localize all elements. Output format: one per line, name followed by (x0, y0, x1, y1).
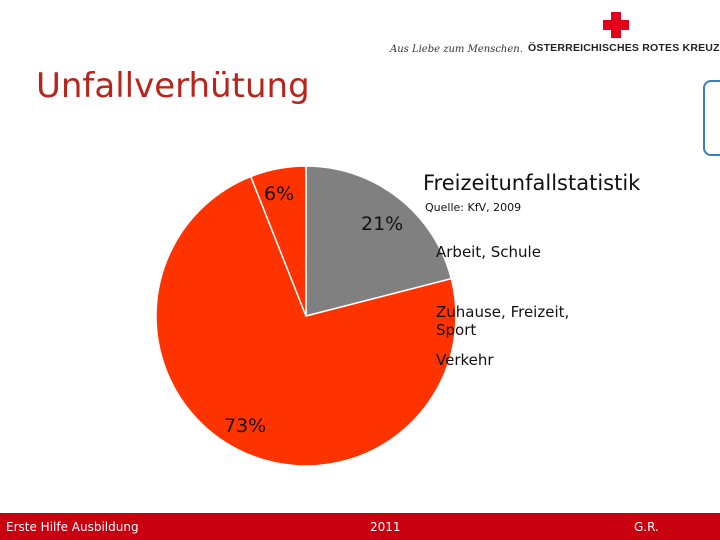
legend-swatch-verkehr (422, 354, 430, 362)
organization-name: ÖSTERREICHISCHES ROTES KREUZ (528, 42, 720, 54)
footer-right: G.R. (634, 520, 659, 534)
pie-slice-0 (305, 165, 453, 317)
footer-bar: Erste Hilfe Ausbildung 2011 G.R. (0, 513, 720, 540)
legend-label-zuhause-line1: Zuhause, Freizeit, (436, 303, 569, 321)
red-cross-icon (603, 12, 629, 38)
legend: Arbeit, Schule Zuhause, Freizeit, Sport … (422, 243, 569, 369)
legend-swatch-zuhause (422, 305, 430, 313)
footer-left: Erste Hilfe Ausbildung (6, 520, 139, 534)
side-tab (703, 80, 720, 156)
legend-label-arbeit: Arbeit, Schule (436, 243, 541, 261)
pie-slice-2 (249, 165, 307, 317)
legend-label-verkehr: Verkehr (436, 351, 494, 369)
footer-center: 2011 (370, 520, 401, 534)
legend-label-zuhause-line2: Sport (436, 321, 476, 339)
chart-subtitle: Quelle: KfV, 2009 (425, 201, 521, 214)
slice-label-arbeit: 21% (361, 213, 403, 235)
slice-label-zuhause: 73% (224, 415, 266, 437)
chart-title: Freizeitunfallstatistik (423, 171, 641, 195)
slice-label-verkehr: 6% (264, 183, 294, 205)
pie-slice-1 (155, 175, 457, 467)
slide-title: Unfallverhütung (36, 66, 310, 106)
slogan: Aus Liebe zum Menschen. (390, 44, 523, 55)
legend-swatch-arbeit (422, 245, 430, 253)
